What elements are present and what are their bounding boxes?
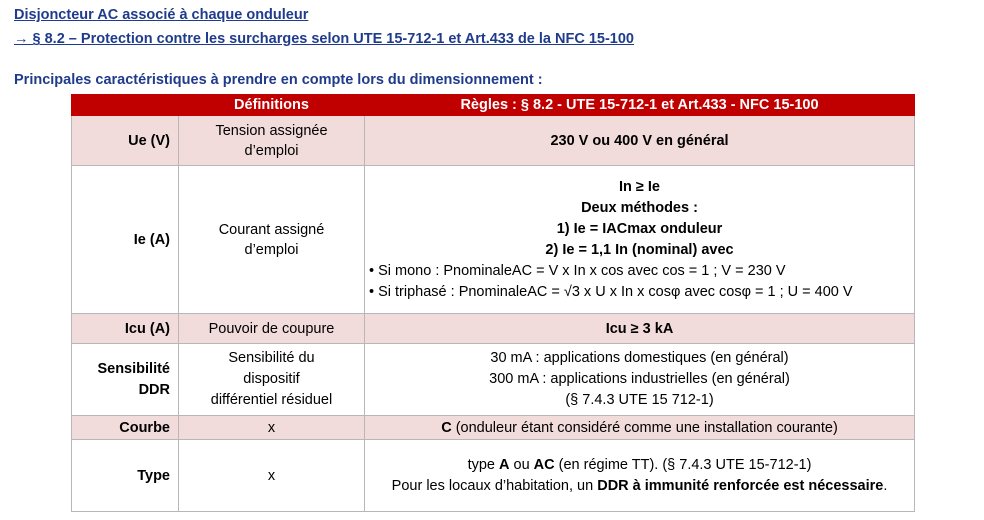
row-definition-courbe: x <box>178 415 365 440</box>
rule-line: In ≥ Ie <box>619 178 660 195</box>
rule-line: 2) Ie = 1,1 In (nominal) avec <box>545 241 734 258</box>
rule-line: Pour les locaux d’habitation, un DDR à i… <box>369 476 910 497</box>
definition-line: Courant assigné <box>218 221 325 238</box>
row-label-type: Type <box>71 439 179 512</box>
link-disjoncteur-ac[interactable]: Disjoncteur AC associé à chaque onduleur <box>14 7 309 23</box>
row-rule-type: type A ou AC (en régime TT). (§ 7.4.3 UT… <box>364 439 915 512</box>
row-rule-ie: In ≥ Ie Deux méthodes : 1) Ie = IACmax o… <box>364 165 915 314</box>
header-empty <box>71 94 179 116</box>
definition-line: d’emploi <box>244 142 299 159</box>
rule-line: 300 mA : applications industrielles (en … <box>489 371 790 387</box>
rule-line: 30 mA : applications domestiques (en gén… <box>490 350 789 366</box>
link-protection-surcharges[interactable]: → § 8.2 – Protection contre les surcharg… <box>14 31 634 47</box>
row-label-courbe: Courbe <box>71 415 179 440</box>
rule-bullet: • Si triphasé : PnominaleAC = √3 x U x I… <box>369 283 853 300</box>
rule-text: type <box>467 456 499 473</box>
row-definition-ie: Courant assigné d’emploi <box>178 165 365 314</box>
header-definitions: Définitions <box>178 94 365 116</box>
definition-line: Sensibilité du <box>228 350 315 366</box>
table-row-ddr: Sensibilité DDR Sensibilité du dispositi… <box>71 343 915 416</box>
rule-text: . <box>883 477 888 494</box>
definition-line: différentiel résiduel <box>210 392 333 408</box>
table-row-ue: Ue (V) Tension assignée d’emploi 230 V o… <box>71 115 915 166</box>
rule-line: 1) Ie = IACmax onduleur <box>556 220 723 237</box>
characteristics-table: Définitions Règles : § 8.2 - UTE 15-712-… <box>71 94 915 512</box>
definition-line: Tension assignée <box>215 122 328 139</box>
rule-text: (onduleur étant considéré comme une inst… <box>451 419 838 436</box>
table-row-ie: Ie (A) Courant assigné d’emploi In ≥ Ie … <box>71 165 915 314</box>
row-definition-icu: Pouvoir de coupure <box>178 313 365 344</box>
row-rule-ddr: 30 mA : applications domestiques (en gén… <box>364 343 915 416</box>
rule-text: ou <box>509 456 534 473</box>
rule-bold: DDR à immunité renforcée est nécessaire <box>597 477 884 494</box>
table-row-courbe: Courbe x C (onduleur étant considéré com… <box>71 415 915 440</box>
row-rule-courbe: C (onduleur étant considéré comme une in… <box>364 415 915 440</box>
section-title: Principales caractéristiques à prendre e… <box>14 72 543 88</box>
row-definition-ddr: Sensibilité du dispositif différentiel r… <box>178 343 365 416</box>
rule-line: type A ou AC (en régime TT). (§ 7.4.3 UT… <box>369 455 910 476</box>
row-definition-type: x <box>178 439 365 512</box>
table-row-icu: Icu (A) Pouvoir de coupure Icu ≥ 3 kA <box>71 313 915 344</box>
row-label-ie: Ie (A) <box>71 165 179 314</box>
rule-bold: AC <box>533 456 555 473</box>
definition-line: d’emploi <box>244 241 299 258</box>
row-definition-ue: Tension assignée d’emploi <box>178 115 365 166</box>
definition-line: dispositif <box>243 371 300 387</box>
row-label-icu: Icu (A) <box>71 313 179 344</box>
row-rule-icu: Icu ≥ 3 kA <box>364 313 915 344</box>
rule-text: (en régime TT). (§ 7.4.3 UTE 15-712-1) <box>554 456 812 473</box>
rule-line: (§ 7.4.3 UTE 15 712-1) <box>565 392 714 408</box>
row-label-ue: Ue (V) <box>71 115 179 166</box>
label-line: DDR <box>138 381 170 398</box>
table-row-type: Type x type A ou AC (en régime TT). (§ 7… <box>71 439 915 512</box>
header-rules: Règles : § 8.2 - UTE 15-712-1 et Art.433… <box>364 94 915 116</box>
table-header-row: Définitions Règles : § 8.2 - UTE 15-712-… <box>71 94 915 116</box>
rule-line: Deux méthodes : <box>581 199 698 216</box>
label-line: Sensibilité <box>97 360 170 377</box>
row-rule-ue: 230 V ou 400 V en général <box>364 115 915 166</box>
rule-bold: C <box>441 419 452 436</box>
rule-bullet: • Si mono : PnominaleAC = V x In x cos a… <box>369 262 786 279</box>
row-label-ddr: Sensibilité DDR <box>71 343 179 416</box>
rule-bold: A <box>499 456 510 473</box>
rule-text: Pour les locaux d’habitation, un <box>391 477 598 494</box>
